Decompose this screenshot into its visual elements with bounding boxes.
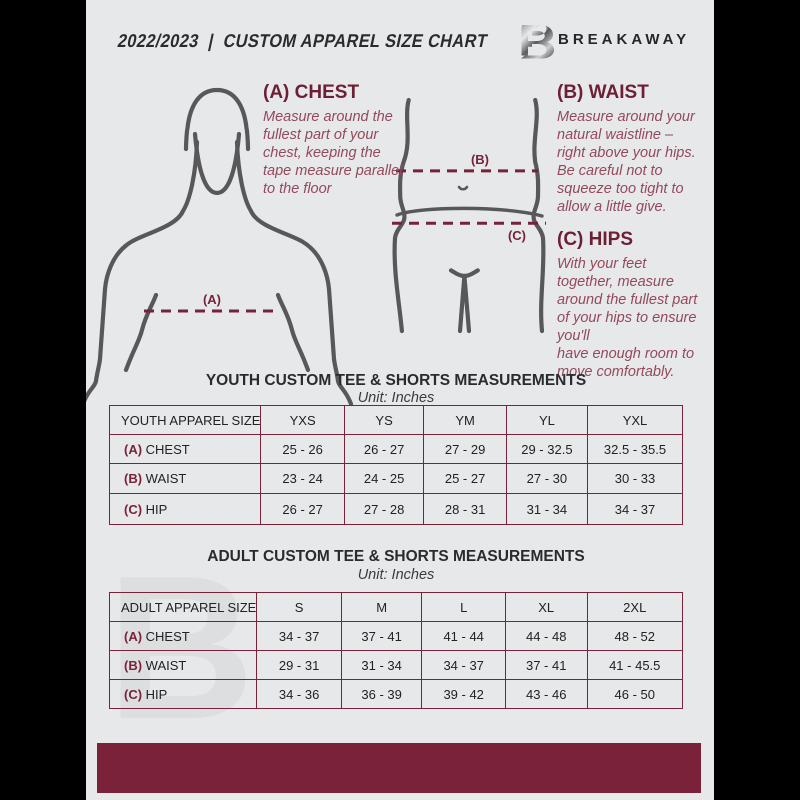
svg-text:(A): (A) (203, 292, 221, 307)
svg-text:(C): (C) (508, 228, 526, 243)
svg-text:(B): (B) (471, 152, 489, 167)
